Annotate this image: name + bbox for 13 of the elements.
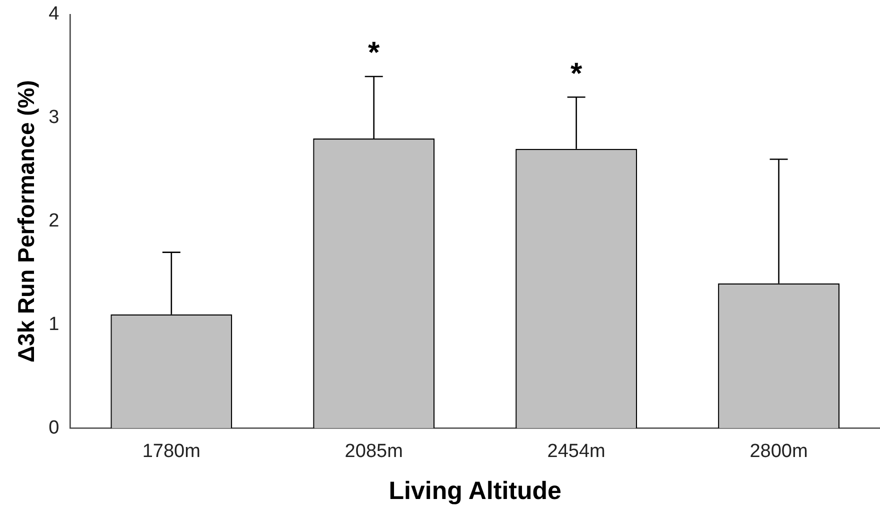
y-tick-label: 2 [48, 210, 60, 232]
x-tick-label: 2085m [344, 440, 403, 462]
y-tick-label: 1 [48, 314, 60, 335]
annotation: * [570, 57, 582, 90]
y-axis-title: Δ3k Run Performance (%) [13, 80, 40, 362]
x-axis-title: Living Altitude [388, 476, 562, 505]
y-tick-label: 4 [48, 4, 60, 25]
annotation: * [368, 36, 380, 70]
x-tick-label: 1780m [142, 440, 200, 462]
y-tick-label: 3 [48, 107, 60, 128]
x-tick-label: 2800m [750, 440, 808, 462]
x-tick-label: 2454m [547, 440, 606, 462]
y-tick-label: 0 [48, 417, 60, 438]
